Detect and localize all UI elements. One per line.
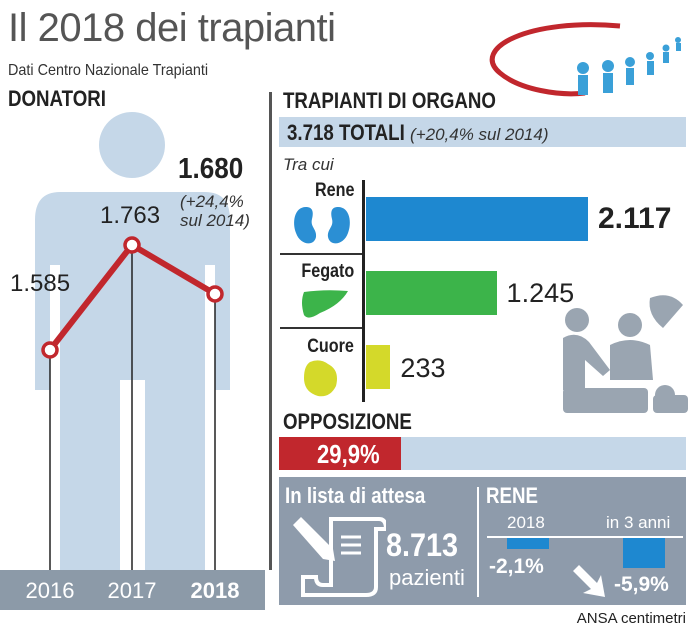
year-2017: 2017 (107, 578, 157, 603)
label-2018-note-2: sul 2014) (180, 211, 250, 230)
rene-value-3-anni: -5,9% (614, 573, 669, 596)
bar-value-cuore: 233 (400, 353, 446, 383)
bar-axis (362, 180, 365, 402)
rene-col-2018: 2018 (507, 513, 545, 532)
total-note: (+20,4% sul 2014) (410, 125, 549, 144)
waiting-list-unit: pazienti (389, 565, 465, 590)
label-2017: 1.763 (100, 202, 161, 229)
label-2018-note: (+24,4% (180, 192, 244, 211)
waiting-list-value: 8.713 (386, 527, 459, 563)
trapianti-heading: TRAPIANTI DI ORGANO (283, 88, 496, 113)
page-title: Il 2018 dei trapianti (8, 6, 336, 50)
rene-heading: RENE (486, 483, 538, 508)
rene-col-3-anni: in 3 anni (606, 513, 671, 532)
opposition-bar-fill (279, 437, 401, 470)
organ-label-rene: Rene (314, 180, 354, 201)
donatori-heading: DONATORI (8, 86, 107, 111)
row-divider (280, 327, 362, 329)
point-2016 (41, 341, 59, 359)
bar-value-rene: 2.117 (598, 202, 672, 235)
year-2016: 2016 (25, 578, 75, 603)
opposition-bar: 29,9% (279, 437, 686, 470)
bar-cuore (366, 345, 391, 389)
organ-label-fegato: Fegato (301, 261, 354, 282)
donor-silhouette (35, 112, 230, 570)
rene-bar-2018 (507, 538, 549, 549)
info-panel: In lista di attesa 8.713 pazienti RENE 2… (279, 477, 686, 605)
arrow-down-right-icon (573, 565, 605, 597)
people-chain-logo (489, 22, 681, 97)
divider (269, 92, 272, 570)
point-2017 (123, 236, 141, 254)
subtitle: Dati Centro Nazionale Trapianti (8, 62, 209, 79)
document-pen-icon (293, 517, 386, 597)
bar-value-fegato: 1.245 (506, 278, 575, 308)
bar-fegato (366, 271, 497, 315)
rene-baseline (487, 536, 683, 538)
organ-label-cuore: Cuore (307, 336, 354, 357)
rene-value-2018: -2,1% (489, 555, 544, 578)
year-axis: 2016 2017 2018 (0, 570, 265, 610)
surgery-illustration (563, 295, 688, 413)
kidney-icon (294, 207, 350, 244)
label-2016: 1.585 (10, 270, 71, 297)
opposition-value: 29,9% (317, 439, 380, 469)
among-label: Tra cui (283, 155, 334, 174)
waiting-list-heading: In lista di attesa (285, 483, 426, 508)
opposizione-heading: OPPOSIZIONE (283, 409, 412, 434)
total-banner: 3.718 TOTALI (+20,4% sul 2014) (279, 117, 686, 147)
heart-icon (304, 360, 337, 397)
credit: ANSA centimetri (576, 610, 686, 627)
bar-rene (366, 197, 588, 241)
point-2018 (206, 285, 224, 303)
rene-bar-3-anni (623, 538, 665, 568)
label-2018: 1.680 (178, 153, 244, 185)
donor-line-chart (41, 236, 224, 570)
liver-icon (302, 290, 348, 318)
row-divider (280, 253, 362, 255)
year-2018: 2018 (190, 578, 240, 603)
panel-divider (477, 487, 479, 597)
total-value: 3.718 TOTALI (287, 120, 405, 145)
